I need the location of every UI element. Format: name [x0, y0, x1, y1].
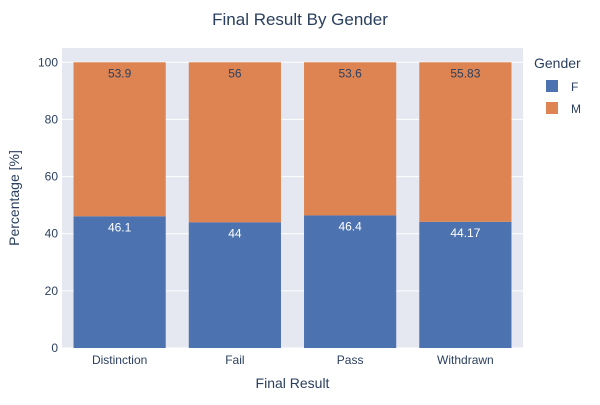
data-label: 56 — [228, 66, 242, 80]
bar-distinction-f — [73, 216, 166, 348]
legend-swatch-m — [546, 102, 558, 114]
y-tick-label: 20 — [45, 284, 59, 298]
data-label: 44 — [228, 226, 242, 240]
y-axis-title: Percentage [%] — [6, 150, 22, 246]
chart-title: Final Result By Gender — [212, 10, 388, 29]
legend-swatch-f — [546, 80, 558, 92]
x-tick-label: Distinction — [92, 353, 147, 367]
x-tick-label: Withdrawn — [437, 353, 494, 367]
legend-items: FM — [546, 80, 581, 116]
data-label: 53.9 — [108, 66, 132, 80]
legend: Gender FM — [534, 55, 581, 116]
bar-withdrawn-f — [419, 221, 512, 348]
data-label: 46.1 — [108, 220, 132, 234]
x-axis-title: Final Result — [256, 375, 330, 391]
x-tick-label: Fail — [225, 353, 244, 367]
y-tick-label: 0 — [51, 341, 58, 355]
y-axis-ticks: 0 20 40 60 80 100 — [38, 55, 58, 355]
data-labels: 46.1 53.9 44 56 46.4 53.6 44.17 55.83 — [108, 66, 481, 240]
data-label: 44.17 — [450, 226, 480, 240]
bar-pass-m — [304, 62, 397, 216]
legend-label-f: F — [571, 80, 578, 94]
y-tick-label: 80 — [45, 112, 59, 126]
bar-pass-f — [304, 215, 397, 348]
bars — [73, 62, 512, 348]
bar-fail-m — [188, 62, 281, 223]
bar-fail-f — [188, 222, 281, 348]
y-tick-label: 100 — [38, 55, 58, 69]
y-tick-label: 60 — [45, 170, 59, 184]
x-tick-label: Pass — [337, 353, 364, 367]
x-axis-ticks: Distinction Fail Pass Withdrawn — [92, 353, 494, 367]
data-label: 53.6 — [338, 66, 362, 80]
bar-distinction-m — [73, 62, 166, 217]
bar-withdrawn-m — [419, 62, 512, 222]
legend-title: Gender — [534, 55, 581, 71]
data-label: 46.4 — [338, 219, 362, 233]
legend-label-m: M — [571, 102, 581, 116]
y-tick-label: 40 — [45, 227, 59, 241]
data-label: 55.83 — [450, 66, 480, 80]
